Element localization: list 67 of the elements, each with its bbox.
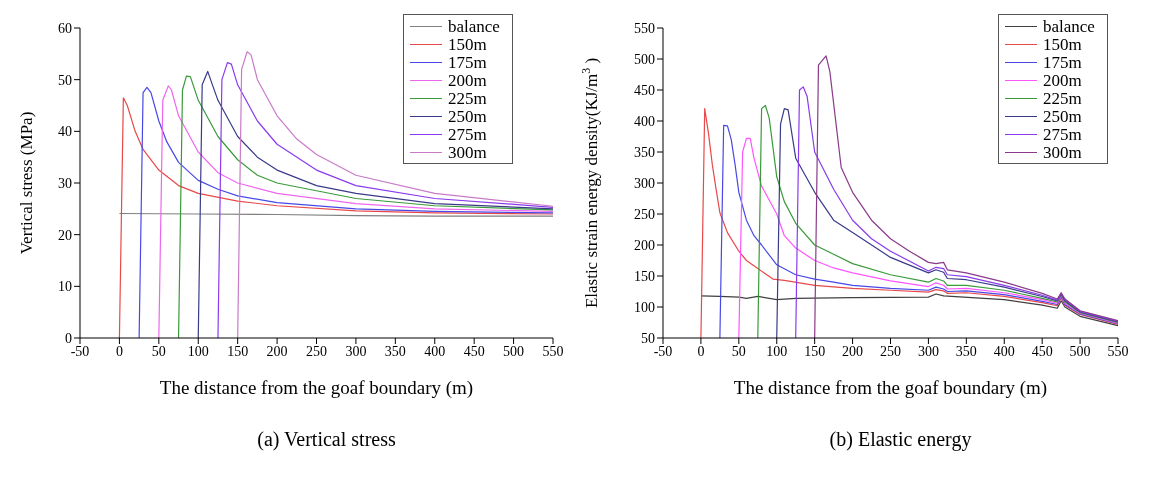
y-tick-label: 100 <box>634 299 655 315</box>
y-tick-label: 200 <box>634 237 655 253</box>
x-tick-label: 200 <box>842 343 864 359</box>
legend-label: 225m <box>448 88 487 108</box>
legend-label: 300m <box>448 142 487 162</box>
text: (a) Vertical stress <box>256 428 397 451</box>
y-tick-label: 500 <box>634 51 655 67</box>
x-tick-label: 0 <box>697 343 705 359</box>
legend-label: 175m <box>1043 52 1082 72</box>
x-tick-label: 550 <box>1107 343 1129 359</box>
line-series <box>700 293 1118 327</box>
x-tick-label: 550 <box>542 343 564 359</box>
y-tick-label: 0 <box>65 330 72 346</box>
legend-label: 225m <box>1043 88 1082 108</box>
legend-label: 150m <box>448 34 487 54</box>
x-tick-label: 300 <box>345 343 367 359</box>
legend-label: 300m <box>1043 142 1082 162</box>
legend-label: 200m <box>1043 70 1082 90</box>
x-tick-label: -50 <box>653 343 673 359</box>
x-tick-label: 50 <box>731 343 746 359</box>
y-tick-label: 550 <box>634 20 655 36</box>
legend-label: 275m <box>448 124 487 144</box>
y-tick-label: 250 <box>634 206 655 222</box>
y-tick-label: 450 <box>634 82 655 98</box>
y-tick-label: 150 <box>634 268 655 284</box>
legend-label: 175m <box>448 52 487 72</box>
x-tick-label: 450 <box>1031 343 1053 359</box>
x-tick-label: -50 <box>70 343 90 359</box>
y-tick-label: 50 <box>641 330 655 346</box>
x-tick-label: 400 <box>424 343 446 359</box>
x-tick-label: 450 <box>463 343 485 359</box>
x-tick-label: 250 <box>880 343 901 359</box>
x-axis-title: The distance from the goaf boundary (m) <box>733 377 1048 399</box>
legend-label: 250m <box>448 106 487 126</box>
x-tick-label: 150 <box>804 343 826 359</box>
x-axis-title: The distance from the goaf boundary (m) <box>159 377 474 399</box>
x-tick-label: 100 <box>766 343 788 359</box>
y-tick-label: 50 <box>58 72 72 88</box>
x-tick-label: 500 <box>1069 343 1091 359</box>
x-tick-label: 100 <box>187 343 209 359</box>
x-tick-label: 0 <box>115 343 123 359</box>
x-tick-label: 500 <box>503 343 525 359</box>
x-tick-label: 50 <box>151 343 166 359</box>
y-tick-label: 60 <box>58 20 72 36</box>
y-tick-label: 40 <box>58 124 72 140</box>
x-tick-label: 350 <box>384 343 406 359</box>
y-tick-label: 30 <box>58 175 72 191</box>
x-tick-label: 350 <box>955 343 977 359</box>
x-tick-label: 200 <box>266 343 288 359</box>
x-tick-label: 150 <box>227 343 249 359</box>
legend-label: 275m <box>1043 124 1082 144</box>
x-tick-label: 400 <box>993 343 1015 359</box>
legend-label: balance <box>448 16 500 36</box>
text: (b) Elastic energy <box>828 428 973 451</box>
y-tick-label: 20 <box>58 227 72 243</box>
y-tick-label: 350 <box>634 144 655 160</box>
line-series <box>814 55 1118 338</box>
y-tick-label: 10 <box>58 279 72 295</box>
y-tick-label: 400 <box>634 113 655 129</box>
y-axis-title: Vertical stress (MPa) <box>17 111 36 255</box>
legend-label: 200m <box>448 70 487 90</box>
x-tick-label: 250 <box>306 343 327 359</box>
legend-label: balance <box>1043 16 1095 36</box>
legend-label: 250m <box>1043 106 1082 126</box>
x-tick-label: 300 <box>917 343 939 359</box>
y-tick-label: 300 <box>634 175 655 191</box>
legend-label: 150m <box>1043 34 1082 54</box>
